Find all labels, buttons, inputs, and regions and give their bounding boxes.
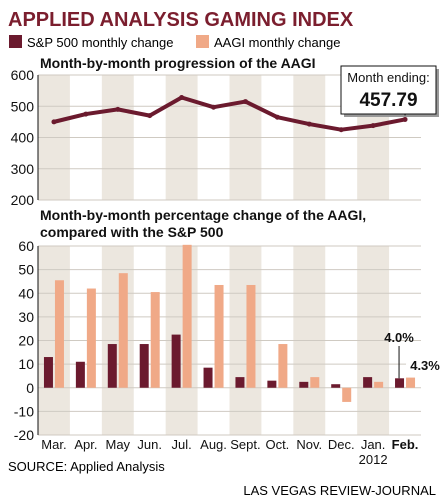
sp500-bar	[139, 344, 149, 388]
x-year-label: 2012	[359, 452, 388, 467]
aagi-point	[338, 127, 344, 133]
line-chart: 200 300 400 500 600 Month-by-month progressio…	[11, 55, 439, 208]
x-tick-label: Jan.	[361, 437, 386, 452]
aagi-point	[274, 114, 280, 120]
aagi-bar	[118, 273, 128, 388]
aagi-bar	[54, 280, 64, 388]
line-chart-title: Month-by-month progression of the AAGI	[40, 55, 316, 71]
source-note: SOURCE: Applied Analysis	[8, 459, 165, 474]
annotation-sp500-feb: 4.0%	[384, 330, 414, 345]
aagi-bar	[278, 344, 288, 388]
legend-swatch-aagi	[196, 35, 209, 48]
sp500-bar	[331, 384, 341, 388]
aagi-point	[402, 116, 408, 122]
aagi-point	[115, 106, 121, 112]
aagi-bar	[86, 288, 96, 388]
sp500-bar	[267, 380, 277, 388]
bar-chart-y-tick: 30	[18, 309, 34, 325]
x-tick-label: Dec.	[328, 437, 355, 452]
aagi-point	[242, 99, 248, 105]
page-title: APPLIED ANALYSIS GAMING INDEX	[8, 9, 354, 31]
x-tick-label: Nov.	[296, 437, 322, 452]
bar-chart-y-tick: -20	[14, 427, 34, 443]
bar-chart-y-tick: 50	[18, 262, 34, 278]
bar-chart-y-tick: 40	[18, 285, 34, 301]
sp500-bar	[171, 334, 181, 388]
sp500-bar	[75, 361, 85, 388]
bar-chart-subtitle: compared with the S&P 500	[40, 224, 224, 240]
callout-label: Month ending:	[347, 70, 429, 85]
x-tick-label: Feb.	[392, 437, 419, 452]
aagi-bar	[214, 284, 224, 388]
bar-chart: -20 -10 0 10 20 30 40 50 60 Month-by-month percen…	[14, 205, 442, 467]
x-tick-label: Mar.	[41, 437, 66, 452]
sp500-bar	[43, 357, 53, 388]
aagi-point	[51, 119, 57, 125]
aagi-bar	[406, 377, 416, 388]
bar-chart-title: Month-by-month percentage change of the …	[40, 207, 366, 223]
x-tick-label: Sept.	[230, 437, 260, 452]
legend: S&P 500 monthly change AAGI monthly chan…	[9, 35, 340, 50]
aagi-point	[179, 95, 185, 100]
line-chart-y-tick: 400	[11, 130, 35, 146]
callout-value: 457.79	[359, 90, 417, 111]
bar-chart-y-tick: 0	[26, 380, 34, 396]
x-tick-label: May	[106, 437, 131, 452]
aagi-series-line	[51, 95, 408, 132]
sp500-bar	[203, 367, 213, 388]
line-chart-y-tick: 600	[11, 67, 35, 83]
aagi-point	[83, 111, 89, 117]
bar-chart-y-tick: 10	[18, 356, 34, 372]
callout-box	[340, 65, 437, 115]
aagi-bar	[310, 377, 320, 388]
sp500-bar	[363, 377, 373, 388]
bar-chart-title-backdrop	[38, 205, 358, 242]
x-tick-label: Aug.	[200, 437, 227, 452]
aagi-point	[370, 123, 376, 129]
aagi-bar	[150, 292, 160, 388]
aagi-bar	[374, 381, 384, 388]
sp500-bar	[299, 381, 309, 388]
aagi-point	[306, 121, 312, 127]
sp500-bar	[395, 378, 405, 388]
x-tick-label: Jun.	[137, 437, 162, 452]
legend-label-aagi: AAGI monthly change	[214, 35, 340, 50]
x-tick-label: Jul.	[172, 437, 192, 452]
aagi-point	[147, 113, 153, 119]
legend-swatch-sp500	[9, 35, 22, 48]
bar-chart-y-tick: -10	[14, 403, 34, 419]
sp500-bar	[235, 377, 245, 388]
line-chart-y-tick: 300	[11, 161, 35, 177]
sp500-bar	[107, 344, 117, 388]
aagi-bar	[342, 387, 352, 402]
bar-chart-y-tick: 60	[18, 238, 34, 254]
bar-chart-y-tick: 20	[18, 333, 34, 349]
line-chart-y-tick: 500	[11, 98, 35, 114]
annotation-aagi-backdrop	[406, 356, 442, 373]
x-tick-label: Oct.	[265, 437, 289, 452]
aagi-bar	[182, 244, 192, 388]
credit-line: LAS VEGAS REVIEW-JOURNAL	[243, 483, 436, 498]
annotation-aagi-feb: 4.3%	[410, 358, 440, 373]
x-tick-label: Apr.	[74, 437, 97, 452]
aagi-bar	[246, 284, 256, 388]
legend-label-sp500: S&P 500 monthly change	[27, 35, 173, 50]
aagi-point	[211, 104, 217, 110]
line-chart-y-tick: 200	[11, 192, 35, 208]
